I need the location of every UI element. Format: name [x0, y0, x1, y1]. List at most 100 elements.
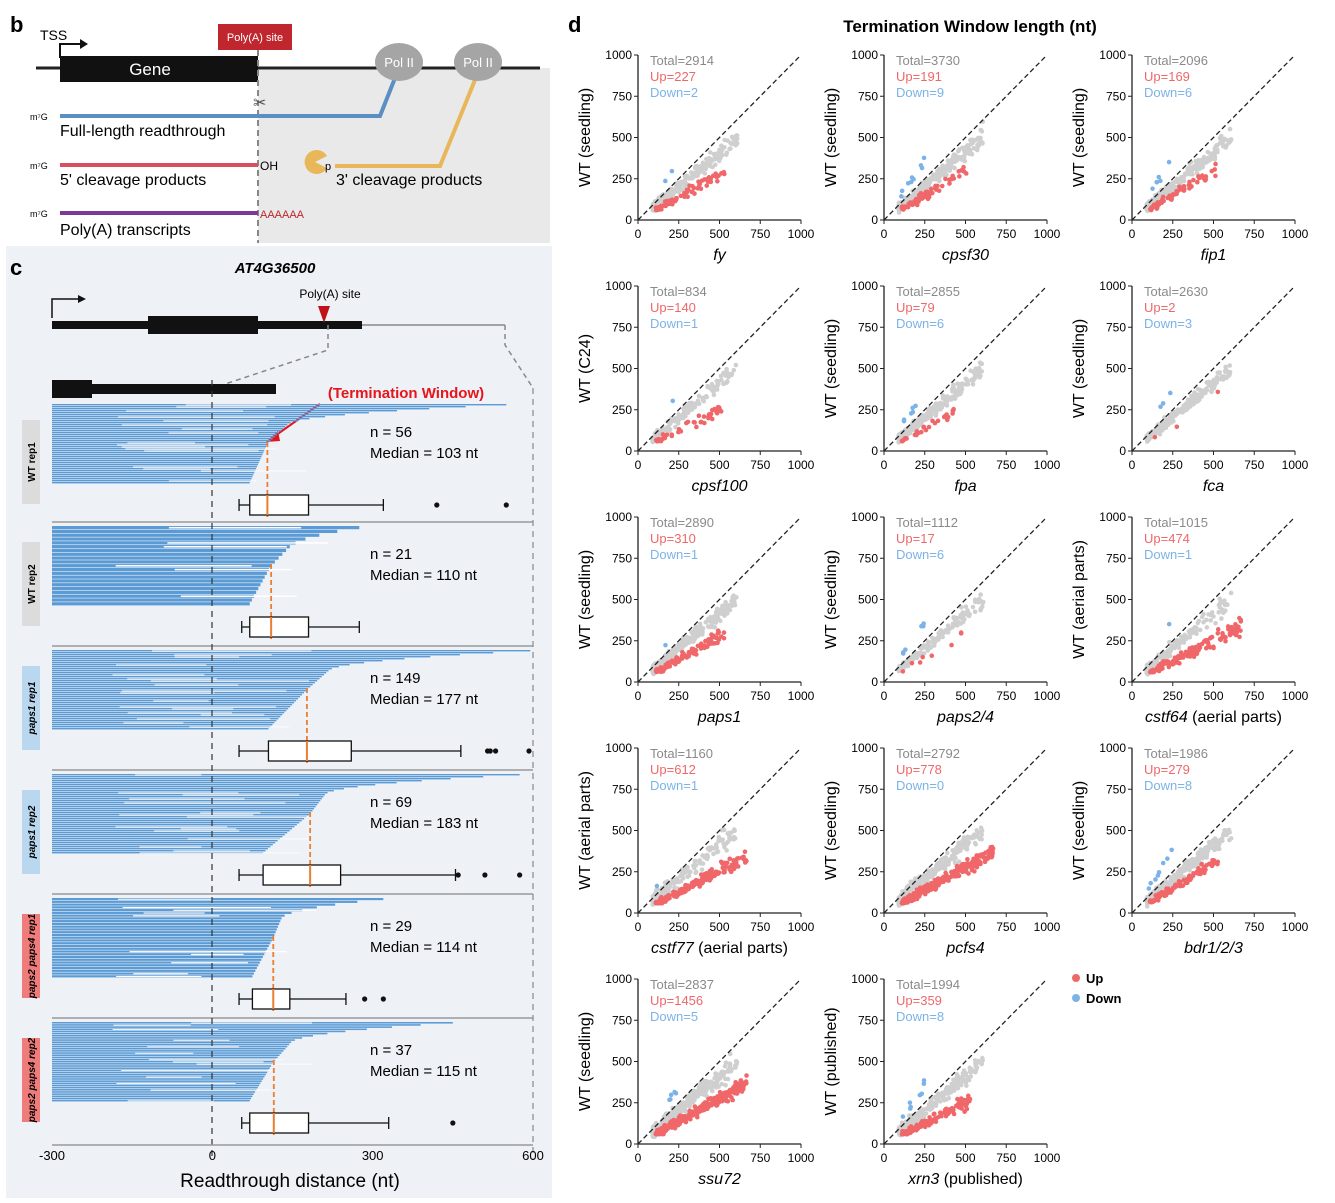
- ns-point: [696, 393, 702, 399]
- ns-point: [1194, 855, 1200, 861]
- read-gap: [120, 692, 215, 694]
- ns-point: [699, 867, 705, 872]
- down-point: [1165, 856, 1170, 861]
- ns-point: [703, 393, 709, 399]
- up-count: Up=227: [650, 69, 696, 84]
- ns-point: [1185, 397, 1191, 402]
- y-tick-label: 250: [612, 172, 632, 186]
- scissors-icon: ✂: [253, 95, 266, 112]
- read-gap: [200, 812, 261, 814]
- ns-point: [685, 173, 690, 179]
- scatter-panel: 0025025050050075075010001000Total=1160Up…: [577, 741, 815, 957]
- up-point: [715, 628, 721, 633]
- read-bar: [52, 1041, 292, 1044]
- ns-point: [1227, 126, 1233, 132]
- x-tick-label: 0: [635, 458, 642, 472]
- x-tick-label: 500: [955, 227, 975, 241]
- read-gap: [112, 674, 205, 676]
- outlier-point: [526, 748, 532, 754]
- ns-point: [1204, 625, 1210, 630]
- outlier-point: [362, 996, 368, 1002]
- panel-d-title: Termination Window length (nt): [843, 17, 1097, 36]
- read-bar: [52, 698, 299, 700]
- up-point: [1165, 886, 1171, 892]
- read-bar: [52, 917, 282, 920]
- y-tick-label: 750: [612, 782, 632, 796]
- y-tick-label: 500: [858, 362, 878, 376]
- up-point: [660, 668, 666, 674]
- x-tick-label: 750: [750, 458, 770, 472]
- xlabel-gene: fip1: [1201, 247, 1227, 264]
- down-point: [909, 175, 915, 180]
- down-point: [1156, 869, 1162, 875]
- read-bar: [52, 824, 297, 826]
- ns-point: [676, 642, 681, 647]
- xlabel-gene: cpsf30: [942, 247, 989, 264]
- y-tick-label: 500: [612, 824, 632, 838]
- ns-point: [933, 410, 939, 416]
- read-bar: [52, 724, 273, 726]
- ns-point: [1217, 376, 1223, 382]
- read-gap: [180, 595, 297, 598]
- up-point: [1204, 639, 1210, 644]
- y-tick-label: 250: [612, 403, 632, 417]
- up-point: [657, 897, 663, 902]
- read-bar: [52, 1039, 295, 1041]
- up-point: [736, 856, 741, 861]
- cap-3-label: m⁷G: [30, 209, 48, 219]
- up-point: [696, 413, 702, 419]
- up-point: [956, 864, 961, 870]
- x-tick-label: 1000: [1034, 689, 1061, 703]
- y-tick-label: 0: [1119, 213, 1126, 227]
- polya-marker-icon: [318, 306, 330, 323]
- ns-point: [1221, 831, 1227, 836]
- ns-point: [1216, 370, 1222, 376]
- read-bar: [52, 583, 261, 587]
- ns-point: [703, 1084, 708, 1089]
- ns-point: [972, 367, 978, 373]
- xlabel-gene: cpsf100: [691, 478, 747, 495]
- read-bar: [52, 480, 251, 482]
- read-bar: [52, 422, 291, 424]
- up-point: [715, 404, 721, 410]
- up-point: [1170, 885, 1176, 891]
- up-point: [924, 191, 930, 196]
- ns-point: [1166, 420, 1172, 426]
- scatter-xlabel: fip1: [1201, 247, 1227, 264]
- read-bar: [52, 652, 494, 654]
- ns-point: [965, 608, 970, 613]
- up-point: [922, 891, 928, 897]
- ns-point: [1180, 867, 1185, 873]
- ns-point: [707, 150, 713, 155]
- y-tick-label: 1000: [851, 510, 878, 524]
- ns-point: [950, 389, 955, 394]
- read-gap: [143, 912, 205, 914]
- read-gap: [139, 852, 301, 854]
- read-bar: [52, 1043, 290, 1046]
- y-tick-label: 750: [858, 551, 878, 565]
- read-bar: [52, 686, 311, 688]
- up-point: [1197, 645, 1203, 651]
- sample-label-box: [22, 542, 40, 626]
- y-tick-label: 250: [612, 634, 632, 648]
- read-bar: [52, 426, 286, 428]
- read-bar: [52, 728, 269, 730]
- read-gap: [191, 953, 244, 955]
- read-bar: [52, 590, 257, 594]
- read-bar: [52, 958, 262, 961]
- sample-median: Median = 177 nt: [370, 691, 479, 708]
- up-point: [1158, 661, 1164, 666]
- read-bar: [52, 806, 316, 808]
- ns-point: [978, 592, 983, 597]
- ns-point: [951, 615, 957, 620]
- read-bar: [52, 944, 269, 948]
- xlabel-gene: fpa: [954, 478, 976, 495]
- cleave3-line: [335, 79, 477, 168]
- y-tick-label: 250: [858, 865, 878, 879]
- read-bar: [52, 1067, 270, 1069]
- read-bar: [52, 784, 376, 786]
- read-gap: [168, 432, 259, 434]
- read-bar: [52, 478, 252, 480]
